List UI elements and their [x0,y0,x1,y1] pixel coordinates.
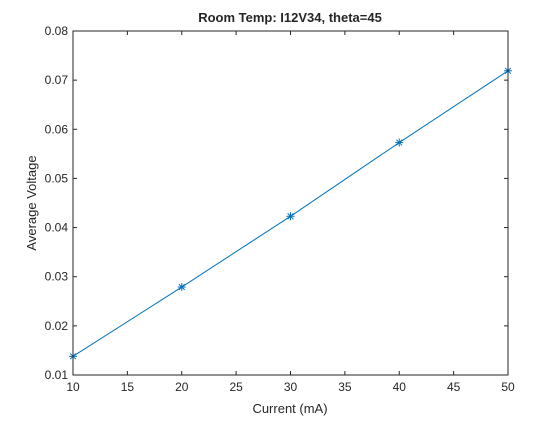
data-point-marker [286,212,295,221]
data-point-marker [395,138,404,147]
tick-labels: 10 15 20 25 30 35 40 45 50 0.01 0.02 0.03 0.04 0.05 0.… [45,24,515,394]
x-tick-label: 30 [284,380,298,394]
y-tick-label: 0.01 [45,368,69,382]
y-axis-label: Average Voltage [24,155,39,250]
x-tick-label: 10 [66,380,80,394]
data-point-marker [177,283,186,292]
y-tick-label: 0.08 [45,24,69,38]
plot-frame [72,30,509,376]
y-tick-label: 0.04 [45,221,69,235]
x-tick-label: 50 [501,380,515,394]
chart-title: Room Temp: I12V34, theta=45 [198,10,382,25]
x-tick-label: 45 [447,380,461,394]
x-tick-label: 15 [121,380,135,394]
x-axis-label: Current (mA) [252,401,327,416]
y-tick-label: 0.02 [45,319,69,333]
x-tick-label: 20 [175,380,189,394]
y-tick-label: 0.06 [45,122,69,136]
plot-area [73,31,508,375]
x-tick-label: 25 [229,380,243,394]
y-tick-label: 0.07 [45,73,69,87]
y-tick-label: 0.03 [45,270,69,284]
x-tick-label: 40 [393,380,407,394]
x-tick-label: 35 [338,380,352,394]
y-tick-label: 0.05 [45,171,69,185]
